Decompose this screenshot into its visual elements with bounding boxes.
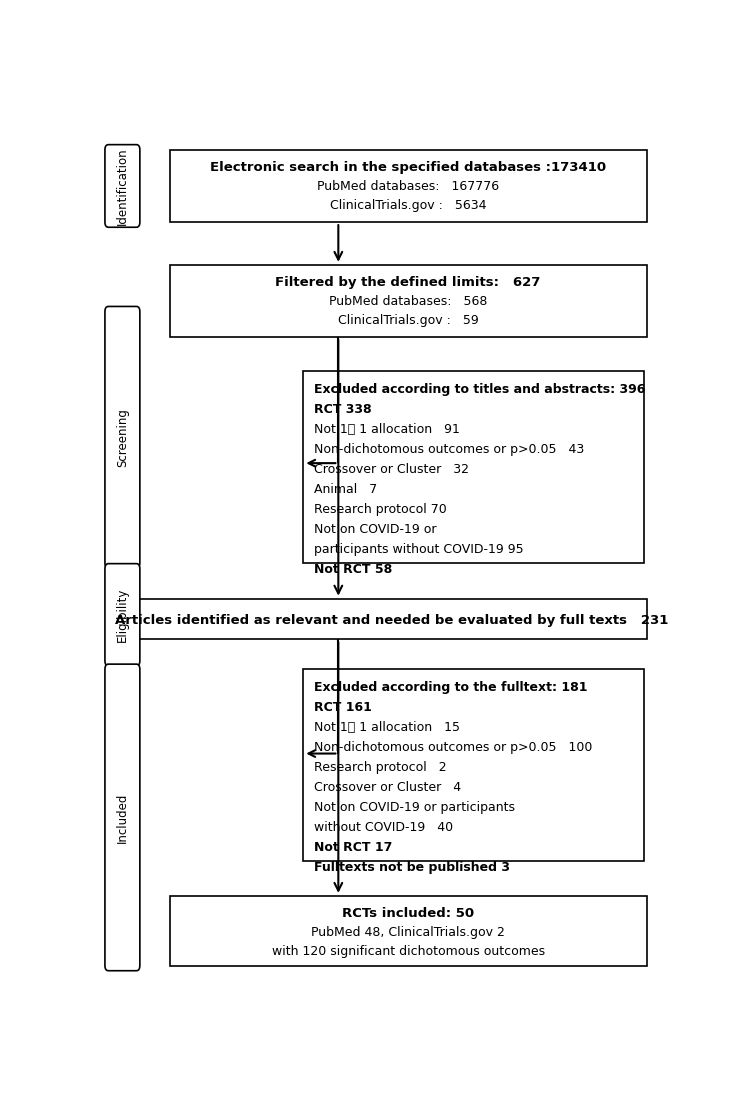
Text: Included: Included [116, 792, 129, 843]
Text: with 120 significant dichotomous outcomes: with 120 significant dichotomous outcome… [272, 946, 544, 958]
FancyBboxPatch shape [137, 598, 647, 639]
Text: Research protocol   2: Research protocol 2 [314, 761, 447, 774]
Text: Not on COVID-19 or participants: Not on COVID-19 or participants [314, 801, 515, 814]
Text: Crossover or Cluster   32: Crossover or Cluster 32 [314, 463, 469, 477]
Text: Fulltexts not be published 3: Fulltexts not be published 3 [314, 862, 510, 874]
Text: participants without COVID-19 95: participants without COVID-19 95 [314, 543, 523, 556]
Text: Not RCT 17: Not RCT 17 [314, 842, 392, 854]
Text: PubMed databases:   167776: PubMed databases: 167776 [317, 180, 499, 194]
FancyBboxPatch shape [170, 149, 647, 222]
FancyBboxPatch shape [105, 564, 140, 666]
Text: Not 1： 1 allocation   15: Not 1： 1 allocation 15 [314, 721, 460, 734]
Text: RCT 338: RCT 338 [314, 403, 372, 416]
Text: Crossover or Cluster   4: Crossover or Cluster 4 [314, 781, 461, 794]
Text: ClinicalTrials.gov :   59: ClinicalTrials.gov : 59 [338, 314, 478, 327]
Text: Filtered by the defined limits:   627: Filtered by the defined limits: 627 [276, 275, 541, 289]
FancyBboxPatch shape [105, 306, 140, 567]
Text: Non-dichotomous outcomes or p>0.05   43: Non-dichotomous outcomes or p>0.05 43 [314, 444, 584, 456]
FancyBboxPatch shape [303, 669, 644, 860]
FancyBboxPatch shape [105, 145, 140, 227]
Text: Animal   7: Animal 7 [314, 483, 377, 497]
Text: Non-dichotomous outcomes or p>0.05   100: Non-dichotomous outcomes or p>0.05 100 [314, 741, 593, 754]
Text: PubMed databases:   568: PubMed databases: 568 [329, 295, 487, 309]
Text: Not 1： 1 allocation   91: Not 1： 1 allocation 91 [314, 424, 460, 436]
Text: PubMed 48, ClinicalTrials.gov 2: PubMed 48, ClinicalTrials.gov 2 [311, 927, 505, 939]
Text: RCTs included: 50: RCTs included: 50 [342, 907, 474, 920]
Text: Articles identified as relevant and needed be evaluated by full texts   231: Articles identified as relevant and need… [116, 614, 669, 627]
Text: Identification: Identification [116, 147, 129, 225]
Text: Excluded according to titles and abstracts: 396: Excluded according to titles and abstrac… [314, 383, 645, 396]
Text: without COVID-19   40: without COVID-19 40 [314, 822, 453, 834]
Text: Not on COVID-19 or: Not on COVID-19 or [314, 523, 436, 536]
Text: Research protocol 70: Research protocol 70 [314, 503, 447, 517]
Text: Eligibility: Eligibility [116, 587, 129, 641]
Text: Screening: Screening [116, 408, 129, 467]
FancyBboxPatch shape [170, 264, 647, 337]
FancyBboxPatch shape [303, 372, 644, 563]
Text: ClinicalTrials.gov :   5634: ClinicalTrials.gov : 5634 [330, 199, 487, 212]
FancyBboxPatch shape [105, 664, 140, 971]
FancyBboxPatch shape [170, 896, 647, 966]
Text: Electronic search in the specified databases :173410: Electronic search in the specified datab… [210, 160, 606, 174]
Text: Excluded according to the fulltext: 181: Excluded according to the fulltext: 181 [314, 681, 587, 695]
Text: RCT 161: RCT 161 [314, 701, 372, 714]
Text: Not RCT 58: Not RCT 58 [314, 563, 392, 576]
